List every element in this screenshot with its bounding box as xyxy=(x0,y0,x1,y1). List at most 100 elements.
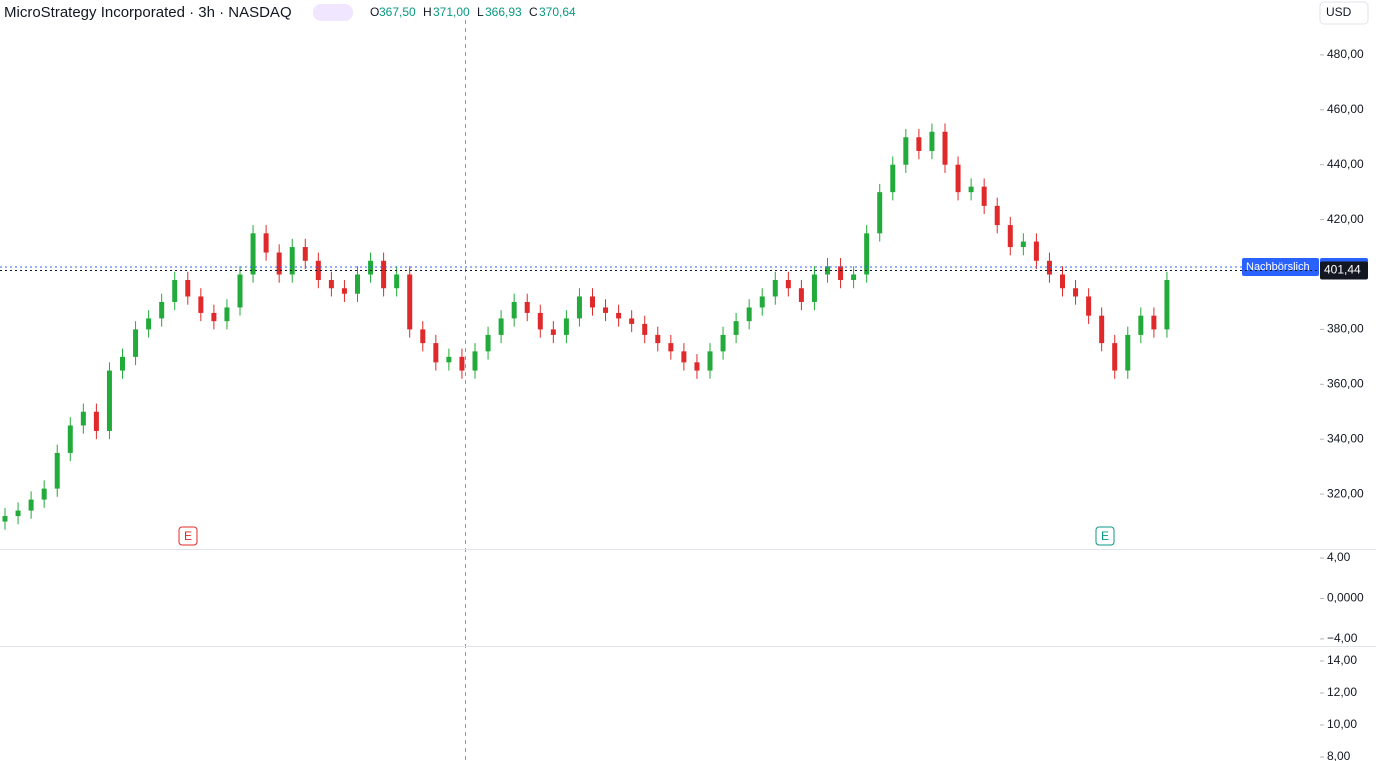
y-tick-label: 8,00 xyxy=(1327,749,1351,761)
candle-body xyxy=(263,233,269,253)
ohlc-key: O xyxy=(370,5,379,19)
candle-body xyxy=(1125,334,1131,371)
candle-body xyxy=(459,356,465,371)
candle-body xyxy=(851,274,857,280)
ohlc-value: 367,50 xyxy=(379,5,416,19)
candle-body xyxy=(67,425,73,453)
y-tick-label: 14,00 xyxy=(1327,653,1357,667)
candle-body xyxy=(328,279,334,289)
candle-body xyxy=(864,233,870,275)
candle-body xyxy=(994,205,1000,226)
candle-body xyxy=(524,301,530,313)
candle-body xyxy=(563,318,569,335)
price-name: Nachbörslich xyxy=(1246,261,1310,273)
candle-body xyxy=(1138,315,1144,335)
candle-body xyxy=(655,334,661,344)
candle-body xyxy=(1073,288,1079,297)
candle-body xyxy=(106,370,112,431)
y-tick-label: 440,00 xyxy=(1327,157,1364,171)
y-tick-label: 10,00 xyxy=(1327,717,1357,731)
candle-body xyxy=(838,266,844,280)
price-label: 401,44 xyxy=(1324,263,1361,277)
candle-body xyxy=(15,510,21,517)
candle-body xyxy=(420,329,426,344)
candle-body xyxy=(2,516,8,522)
candle-body xyxy=(407,274,413,330)
y-tick-label: 360,00 xyxy=(1327,376,1364,390)
candle-body xyxy=(694,362,700,371)
candle-body xyxy=(968,186,974,193)
ohlc-value: 366,93 xyxy=(485,5,522,19)
candle-body xyxy=(133,329,139,357)
price-label-box xyxy=(1320,261,1368,280)
candle-body xyxy=(315,260,321,280)
candle-body xyxy=(498,318,504,335)
candle-body xyxy=(929,131,935,151)
candle-body xyxy=(668,343,674,352)
candle-body xyxy=(355,274,360,294)
candle-body xyxy=(28,499,34,511)
candle-body xyxy=(903,137,909,165)
earnings-marker[interactable] xyxy=(178,526,198,546)
candle-body xyxy=(811,274,817,302)
candle-body xyxy=(707,351,713,371)
candle-body xyxy=(798,288,804,302)
candle-body xyxy=(550,329,556,335)
ohlc-key: L xyxy=(477,5,484,19)
candle-body xyxy=(825,266,830,275)
candle-body xyxy=(198,296,204,313)
candle-body xyxy=(224,307,230,322)
candle-body xyxy=(93,411,99,431)
candle-body xyxy=(381,260,387,289)
candle-body xyxy=(1086,296,1092,316)
candle-body xyxy=(603,307,609,313)
candle-body xyxy=(1112,343,1118,371)
indicator-badge[interactable] xyxy=(313,4,353,21)
candle-body xyxy=(981,186,987,206)
candle-body xyxy=(616,312,622,319)
currency-button[interactable] xyxy=(1319,1,1369,25)
earnings-label: E xyxy=(1101,529,1109,543)
symbol-title: MicroStrategy Incorporated · 3h · NASDAQ xyxy=(4,4,292,21)
candle-body xyxy=(1151,315,1157,330)
candle-body xyxy=(759,296,765,308)
candle-body xyxy=(1046,260,1052,275)
candle-body xyxy=(1099,315,1105,344)
y-tick-label: 320,00 xyxy=(1327,486,1364,500)
candle-body xyxy=(341,288,347,294)
candle-body xyxy=(250,233,256,275)
candle-body xyxy=(394,274,400,289)
candle-body xyxy=(54,452,60,489)
candle-body xyxy=(681,351,687,363)
candle-body xyxy=(1007,225,1013,248)
candle-body xyxy=(1020,241,1026,248)
y-tick-label: 380,00 xyxy=(1327,322,1364,336)
candle-body xyxy=(472,351,478,371)
candle-body xyxy=(785,279,791,289)
candle-body xyxy=(211,312,217,322)
ohlc-value: 370,64 xyxy=(539,5,576,19)
candle-body xyxy=(746,307,752,322)
candle-body xyxy=(629,318,635,324)
candle-body xyxy=(237,274,243,308)
currency-label: USD xyxy=(1326,5,1352,19)
price-name-box xyxy=(1242,257,1319,276)
candle-body xyxy=(159,301,165,319)
candle-body xyxy=(172,279,178,302)
ohlc-key: C xyxy=(529,5,538,19)
candle-body xyxy=(733,321,739,335)
y-tick-label: 340,00 xyxy=(1327,431,1364,445)
candle-body xyxy=(1060,274,1065,289)
candle-body xyxy=(890,164,896,193)
y-tick-label: 12,00 xyxy=(1327,685,1357,699)
candle-body xyxy=(120,356,125,371)
ohlc-value: 371,00 xyxy=(433,5,470,19)
candle-body xyxy=(576,296,582,319)
candle-body xyxy=(1164,279,1170,330)
candle-body xyxy=(590,296,595,308)
candle-body xyxy=(446,356,452,363)
earnings-marker[interactable] xyxy=(1095,526,1115,546)
candle-body xyxy=(772,279,778,297)
